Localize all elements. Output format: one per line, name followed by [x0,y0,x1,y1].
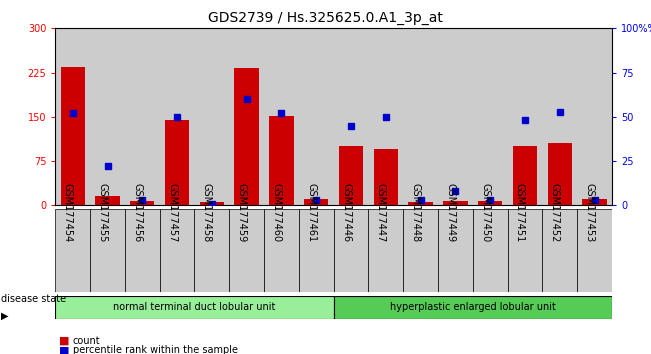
Bar [55,209,90,292]
Bar [264,209,299,292]
Bar [264,28,299,205]
Bar [508,28,542,205]
Bar [478,201,503,205]
Bar [473,28,508,205]
Text: GSM177461: GSM177461 [306,183,316,242]
Bar [333,209,368,292]
Text: ■: ■ [59,336,69,346]
Bar [473,209,508,292]
Bar [95,196,120,205]
Bar [583,199,607,205]
Text: GSM177454: GSM177454 [62,183,73,242]
Bar [374,149,398,205]
Bar [403,28,438,205]
Bar [55,28,90,205]
Text: GSM177455: GSM177455 [98,183,107,243]
Text: GSM177449: GSM177449 [445,183,456,242]
Bar [195,28,229,205]
Bar [513,146,537,205]
Text: GSM177459: GSM177459 [237,183,247,242]
Text: hyperplastic enlarged lobular unit: hyperplastic enlarged lobular unit [390,302,556,312]
Bar [125,28,159,205]
Text: GSM177458: GSM177458 [202,183,212,242]
Text: GSM177446: GSM177446 [341,183,351,242]
Bar [299,28,333,205]
Bar [333,28,368,205]
Bar [90,209,125,292]
Bar [577,28,612,205]
Bar [125,209,159,292]
Text: ■: ■ [59,346,69,354]
Bar [547,143,572,205]
Text: disease state: disease state [1,293,66,303]
Bar [368,28,403,205]
Text: GSM177450: GSM177450 [480,183,490,242]
Text: GSM177457: GSM177457 [167,183,177,243]
Bar [438,28,473,205]
Bar [159,209,195,292]
Text: normal terminal duct lobular unit: normal terminal duct lobular unit [113,302,275,312]
Bar [229,209,264,292]
Bar [130,201,154,205]
Bar [368,209,403,292]
Bar [299,209,333,292]
Bar [339,146,363,205]
Text: percentile rank within the sample: percentile rank within the sample [73,346,238,354]
Text: GSM177447: GSM177447 [376,183,386,242]
Bar [270,116,294,205]
Bar [438,209,473,292]
Bar [542,209,577,292]
Bar [165,120,189,205]
Bar [443,201,467,205]
Text: GSM177460: GSM177460 [271,183,281,242]
Text: ▶: ▶ [1,311,8,321]
Bar [229,28,264,205]
Bar [304,199,328,205]
Bar [408,202,433,205]
Text: GSM177451: GSM177451 [515,183,525,242]
Bar [333,296,612,319]
Text: GSM177453: GSM177453 [585,183,594,242]
Bar [403,209,438,292]
Bar [200,202,224,205]
Bar [61,67,85,205]
Bar [90,28,125,205]
Bar [195,209,229,292]
Text: GSM177456: GSM177456 [132,183,143,242]
Text: GSM177448: GSM177448 [411,183,421,242]
Text: GDS2739 / Hs.325625.0.A1_3p_at: GDS2739 / Hs.325625.0.A1_3p_at [208,11,443,25]
Text: count: count [73,336,100,346]
Bar [55,296,333,319]
Bar [542,28,577,205]
Bar [577,209,612,292]
Bar [508,209,542,292]
Bar [234,68,259,205]
Bar [159,28,195,205]
Text: GSM177452: GSM177452 [549,183,560,243]
